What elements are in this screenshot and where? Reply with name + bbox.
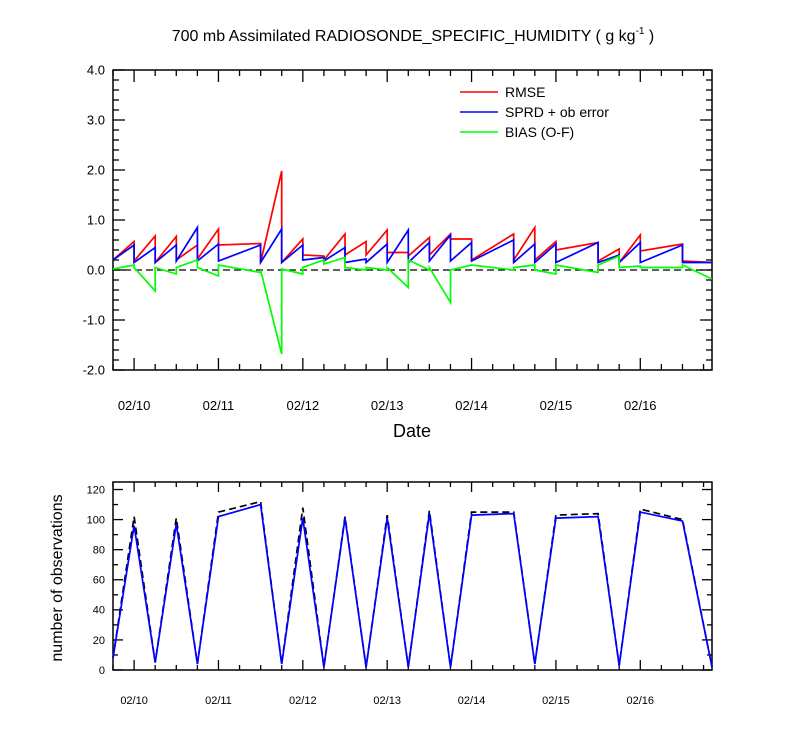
x-tick-label: 02/12 [289, 695, 317, 707]
y-tick-label: 120 [87, 484, 105, 496]
y-tick-label: 80 [93, 545, 105, 557]
x-tick-label: 02/13 [373, 695, 401, 707]
y-axis-label-observations: number of observations [49, 494, 66, 661]
y-tick-label: 0.0 [87, 263, 105, 278]
x-tick-label: 02/12 [287, 398, 320, 413]
y-tick-label: 40 [93, 605, 105, 617]
series-line-bias-o-f [112, 254, 713, 355]
y-tick-label: 20 [93, 635, 105, 647]
x-tick-label: 02/16 [624, 398, 657, 413]
x-tick-label: 02/15 [542, 695, 570, 707]
y-tick-label: 100 [87, 514, 105, 526]
x-tick-label: 02/14 [458, 695, 486, 707]
series-line-sprd-ob-error [112, 224, 712, 266]
bottom-panel: 02/10 02/11 02/12 02/13 02/14 02/15 02/16 0 20 40… [87, 481, 713, 707]
y-tick-label: -2.0 [83, 363, 105, 378]
top-panel: 02/10 02/11 02/12 02/13 02/14 02/15 02/16 -2.0 -… [83, 63, 713, 413]
x-tick-label: 02/13 [371, 398, 404, 413]
series-line-rmse [112, 170, 713, 266]
x-tick-label: 02/10 [120, 695, 148, 707]
y-tick-label: 1.0 [87, 213, 105, 228]
series-line-observations-used [112, 503, 713, 668]
plot-frame-1 [112, 481, 713, 671]
x-axis-label: Date [393, 421, 431, 441]
legend-label-rmse: RMSE [505, 84, 545, 100]
y-tick-label: -1.0 [83, 313, 105, 328]
y-tick-label: 0 [99, 665, 105, 677]
y-tick-label: 60 [93, 575, 105, 587]
y-tick-label: 3.0 [87, 113, 105, 128]
x-tick-label: 02/15 [540, 398, 573, 413]
plot-frame-0 [112, 69, 713, 371]
x-tick-label: 02/14 [455, 398, 488, 413]
x-tick-label: 02/11 [205, 695, 232, 707]
legend: RMSE SPRD + ob error BIAS (O-F) [460, 84, 609, 140]
y-tick-label: 4.0 [87, 63, 105, 78]
legend-label-sprd: SPRD + ob error [505, 104, 609, 120]
x-tick-label: 02/11 [203, 398, 235, 413]
legend-label-bias: BIAS (O-F) [505, 124, 574, 140]
x-tick-label: 02/16 [627, 695, 655, 707]
chart-title: 700 mb Assimilated RADIOSONDE_SPECIFIC_H… [172, 26, 655, 45]
x-tick-label: 02/10 [118, 398, 151, 413]
y-tick-label: 2.0 [87, 163, 105, 178]
